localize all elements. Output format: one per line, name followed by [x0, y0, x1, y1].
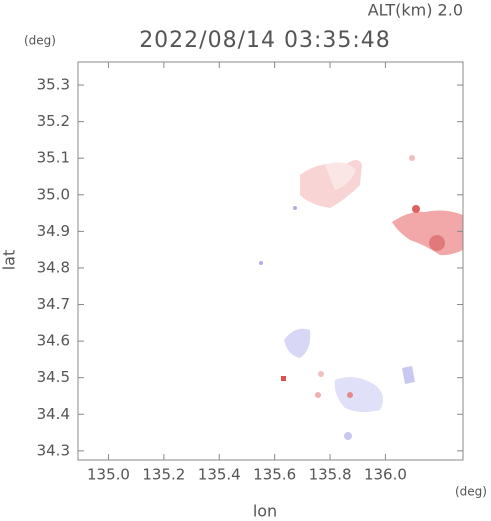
echoes: [259, 155, 463, 440]
echo: [347, 392, 353, 398]
x-tick-label: 135.2: [142, 466, 185, 484]
y-tick-label: 34.7: [37, 295, 70, 313]
x-unit: (deg): [455, 485, 487, 499]
echo: [284, 328, 311, 358]
echo: [409, 155, 415, 161]
y-tick-label: 34.9: [37, 222, 70, 240]
echo: [429, 235, 445, 251]
echo: [318, 371, 324, 377]
echo: [259, 261, 263, 265]
chart-title: 2022/08/14 03:35:48: [139, 28, 391, 53]
echo: [392, 210, 463, 256]
echo: [334, 376, 384, 413]
echo: [293, 206, 297, 210]
y-tick-label: 34.8: [37, 258, 70, 276]
echo: [344, 432, 352, 440]
y-tick-label: 35.1: [37, 149, 70, 167]
echo: [412, 205, 420, 213]
plot-frame: [77, 61, 464, 461]
x-tick-label: 135.6: [253, 466, 296, 484]
y-tick-label: 35.3: [37, 76, 70, 94]
x-tick-label: 135.0: [87, 466, 130, 484]
x-label: lon: [253, 502, 277, 521]
x-tick-label: 135.4: [198, 466, 241, 484]
y-tick-label: 34.5: [37, 368, 70, 386]
altitude: ALT(km) 2.0: [368, 1, 463, 20]
x-tick-label: 136.0: [364, 466, 407, 484]
echo: [315, 392, 321, 398]
y-tick-label: 34.4: [37, 405, 70, 423]
y-tick-label: 34.3: [37, 441, 70, 459]
x-tick-label: 135.8: [309, 466, 352, 484]
y-label: lat: [0, 250, 19, 271]
echo: [402, 366, 415, 384]
echo: [325, 162, 356, 190]
y-tick-label: 35.0: [37, 185, 70, 203]
y-tick-label: 34.6: [37, 332, 70, 350]
echo: [281, 376, 286, 381]
y-unit: (deg): [24, 34, 56, 48]
y-tick-label: 35.2: [37, 112, 70, 130]
